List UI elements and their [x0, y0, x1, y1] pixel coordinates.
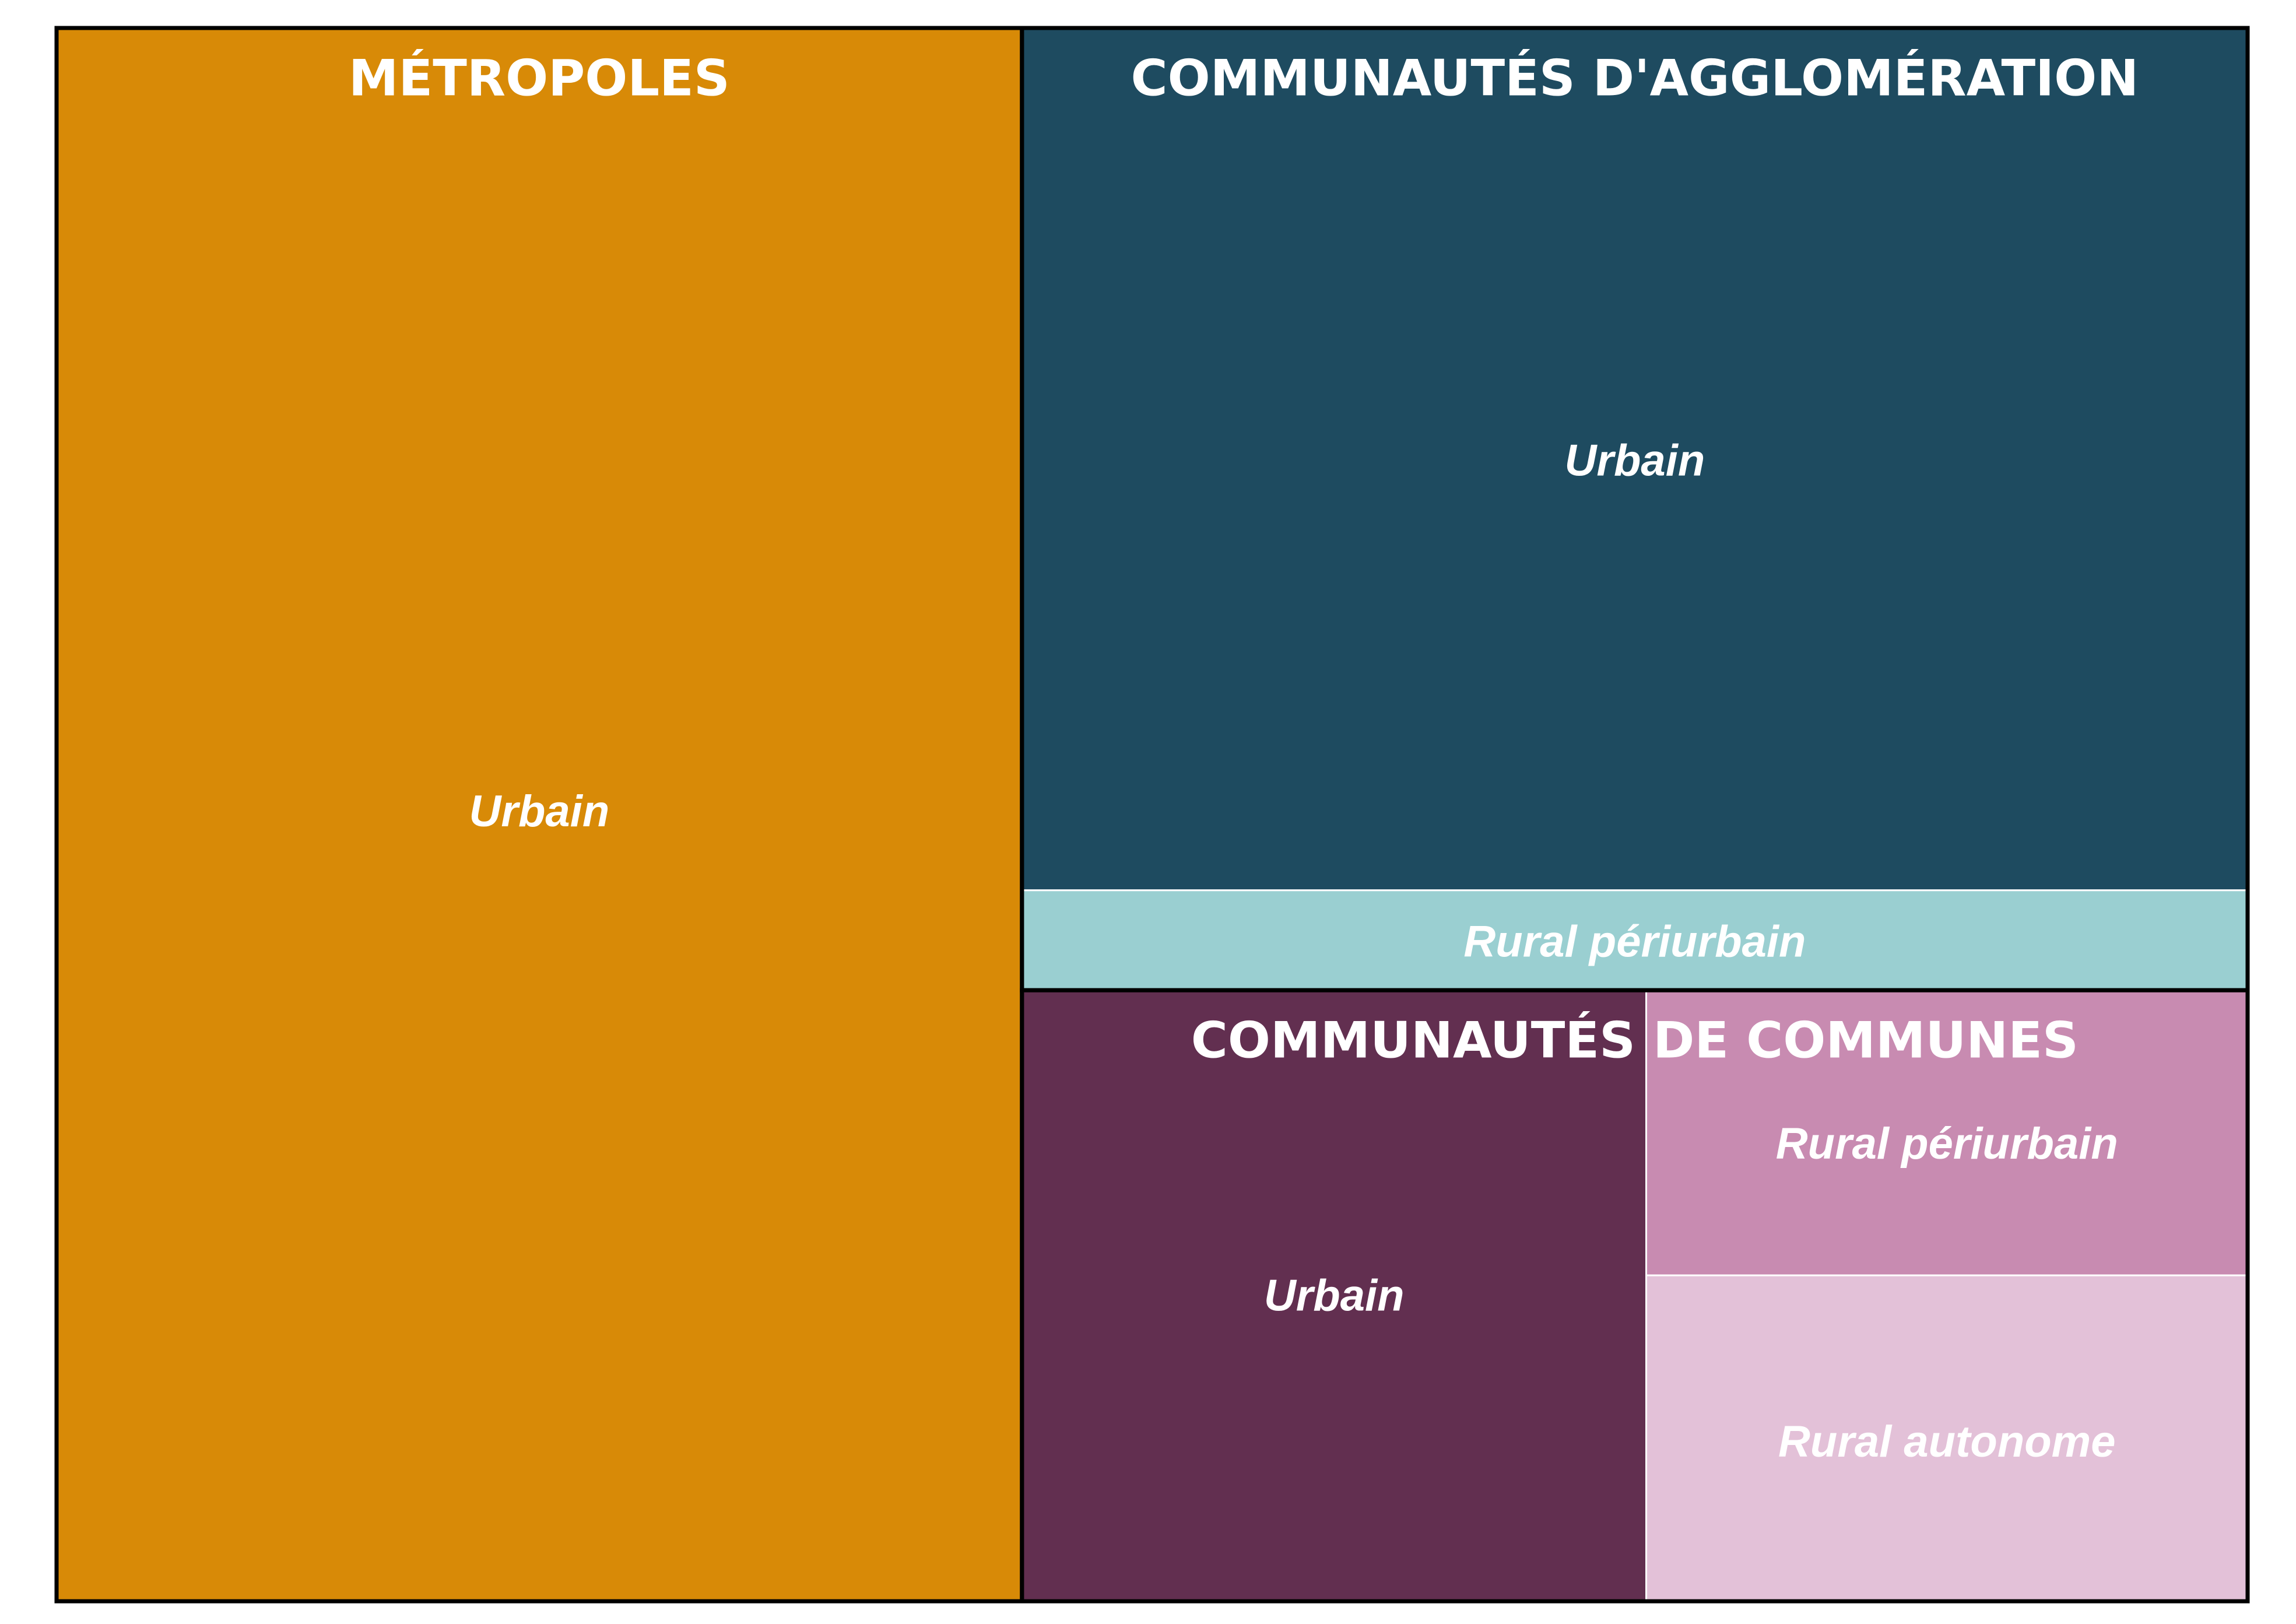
tile-communes-rural-autonome — [1645, 1274, 2249, 1602]
tile-communes-urbain — [1021, 989, 1648, 1602]
leaf-label: Rural autonome — [1778, 1417, 2116, 1467]
tile-metropoles-urbain — [57, 28, 1022, 1601]
leaf-label: Urbain — [469, 787, 610, 836]
group-title: MÉTROPOLES — [349, 48, 730, 107]
leaf-label: Urbain — [1565, 436, 1705, 485]
group-border-2 — [1020, 988, 2250, 1604]
tile-agglomeration-urbain — [1021, 27, 2249, 892]
leaf-label: Rural périurbain — [1776, 1119, 2118, 1169]
group-title: COMMUNAUTÉS DE COMMUNES — [1191, 1011, 2079, 1070]
leaf-label: Rural périurbain — [1463, 917, 1806, 967]
leaf-label: Urbain — [1264, 1271, 1405, 1320]
group-title: COMMUNAUTÉS D'AGGLOMÉRATION — [1131, 48, 2139, 107]
